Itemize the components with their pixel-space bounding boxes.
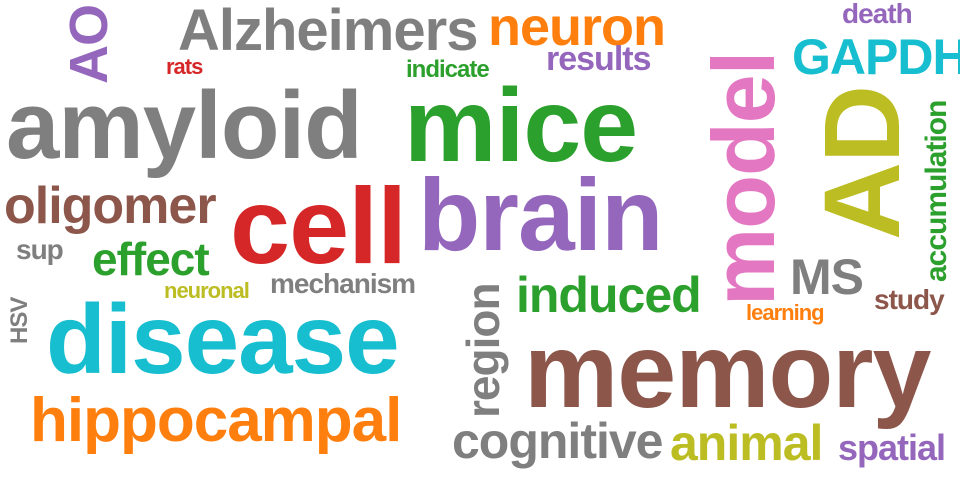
word-cell: cell [230,165,407,286]
word-accumulation: accumulation [920,100,953,282]
word-memory: memory [524,312,931,430]
word-hippocampal: hippocampal [30,386,402,455]
word-gapdh: GAPDH [792,29,960,85]
word-oligomer: oligomer [4,177,217,235]
word-mice: mice [404,68,638,184]
word-ms: MS [790,249,864,305]
word-hsv: HSV [6,297,33,344]
word-effect: effect [92,233,210,285]
word-brain: brain [418,158,663,272]
word-alzheimers: Alzheimers [178,0,478,63]
word-disease: disease [46,284,400,394]
word-amyloid: amyloid [6,72,363,179]
word-ad: AD [801,86,922,240]
word-model: model [694,51,793,306]
word-sup: sup [16,234,64,265]
word-neuronal: neuronal [164,278,250,303]
word-cognitive: cognitive [452,413,663,469]
word-death: death [842,0,913,29]
word-indicate: indicate [406,56,490,83]
word-animal: animal [670,415,823,471]
word-neuron: neuron [488,0,666,57]
word-region: region [457,283,509,418]
word-spatial: spatial [838,427,946,468]
word-learning: learning [746,300,825,325]
word-induced: induced [516,267,702,323]
word-results: results [546,40,651,78]
word-rats: rats [166,54,203,79]
word-study: study [874,284,945,315]
word-ao: AO [59,5,119,84]
word-mechanism: mechanism [270,268,416,299]
